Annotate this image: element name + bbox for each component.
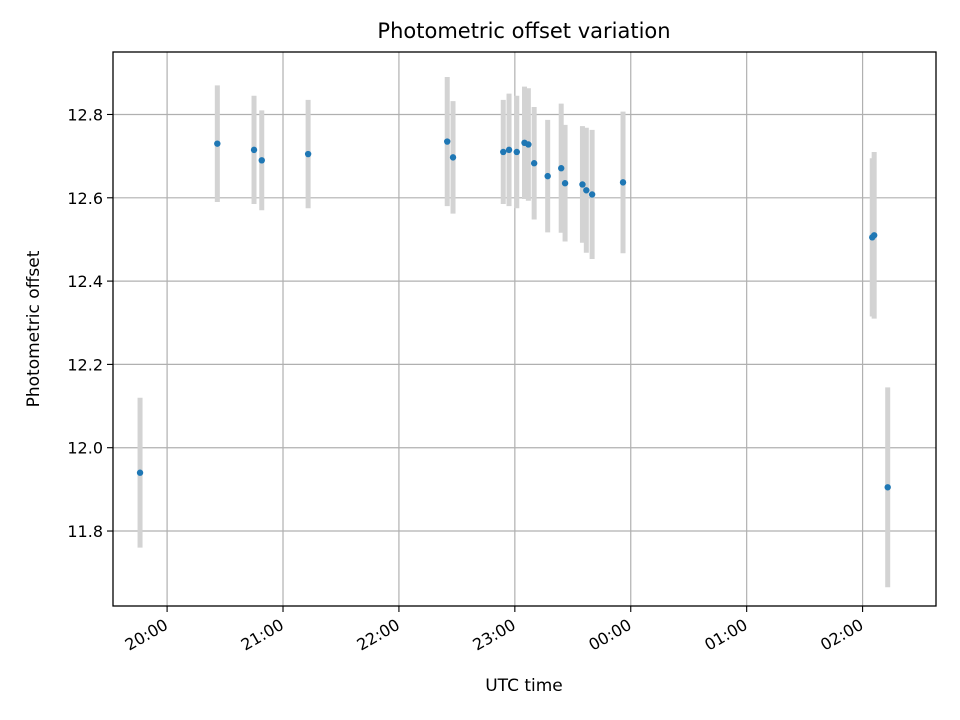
data-point [444,138,451,145]
data-point [558,165,565,172]
plot-area-frame [112,51,937,607]
data-point [500,148,507,156]
data-point [583,187,590,194]
data-point [250,146,258,154]
y-tick-label: 11.8 [67,522,103,541]
y-tick-label: 12.0 [67,439,103,458]
data-point [525,141,532,148]
x-tick-label: 23:00 [469,615,518,655]
data-point [513,148,520,156]
y-tick-label: 12.6 [67,189,103,208]
x-tick-label: 21:00 [238,615,287,655]
data-point [588,191,596,198]
data-point [136,469,144,476]
data-point [870,232,878,239]
data-point [258,157,265,164]
data-point [544,172,551,180]
data-point [530,160,538,167]
x-tick-label: 22:00 [353,615,402,655]
x-tick-label: 02:00 [817,615,866,655]
x-tick-label: 00:00 [585,615,634,655]
data-point [619,179,627,186]
x-tick-label: 01:00 [701,615,750,655]
data-point [505,146,513,154]
data-point [561,180,569,187]
data-point [579,181,586,188]
y-tick-label: 12.2 [67,355,103,374]
data-point [304,150,312,158]
error-bars [137,76,891,588]
x-tick-label: 20:00 [122,615,171,655]
chart-title: Photometric offset variation [377,19,670,43]
y-tick-label: 12.8 [67,105,103,124]
data-points [136,138,891,491]
data-point [214,140,221,147]
y-tick-label: 12.4 [67,272,103,291]
data-point [449,154,457,161]
x-axis-label: UTC time [485,676,563,696]
y-axis-label: Photometric offset [24,250,44,407]
data-point [884,484,891,491]
